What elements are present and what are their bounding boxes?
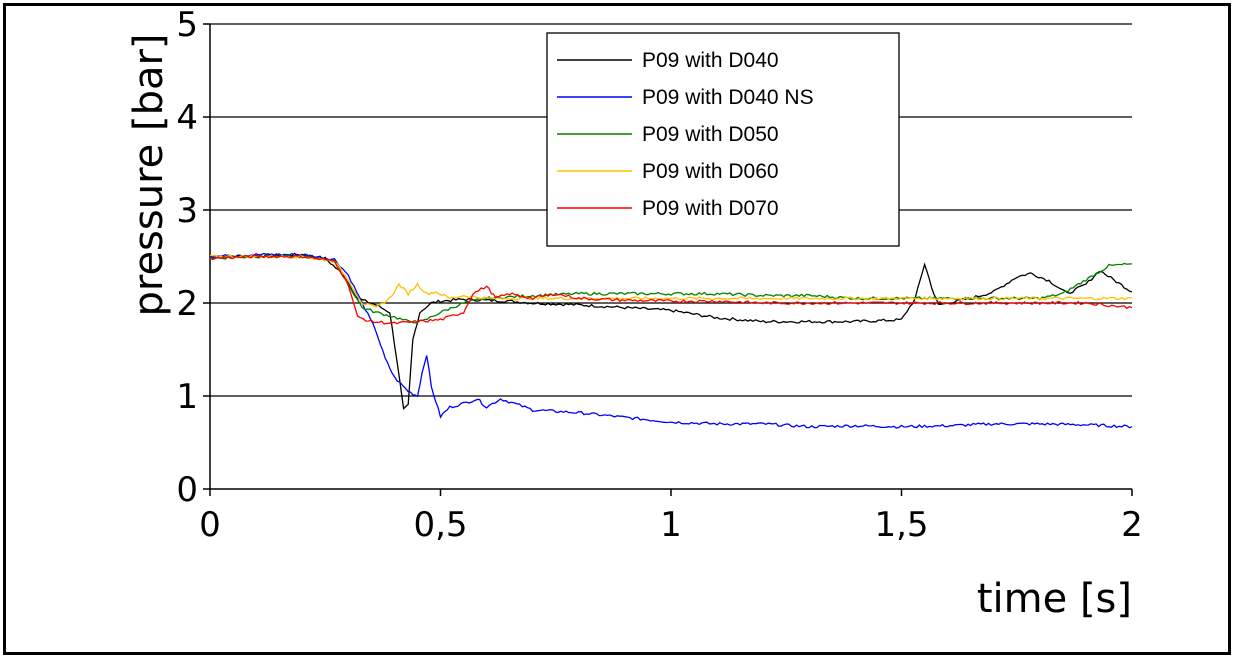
legend-box: [546, 32, 900, 247]
legend-label-1: P09 with D040 NS: [642, 86, 814, 109]
grid-lines: [210, 23, 1132, 397]
x-tick-label-0: 0: [199, 505, 221, 545]
x-tick-label-1: 0,5: [413, 505, 467, 545]
x-axis-label: time [s]: [977, 576, 1132, 622]
x-tick-label-4: 2: [1121, 505, 1143, 545]
legend-label-0: P09 with D040: [642, 49, 779, 72]
series-line-3: [209, 254, 1133, 308]
series-line-4: [209, 254, 1133, 325]
y-tick-label-5: 5: [176, 5, 198, 45]
legend-label-4: P09 with D070: [642, 197, 779, 220]
series-line-2: [209, 254, 1133, 324]
series-lines: [209, 252, 1133, 429]
y-tick-label-2: 2: [176, 284, 198, 324]
x-tick-label-3: 1,5: [874, 505, 928, 545]
y-tick-label-1: 1: [176, 377, 198, 417]
y-tick-label-3: 3: [176, 191, 198, 231]
legend-label-3: P09 with D060: [642, 160, 779, 183]
y-axis-label: pressure [bar]: [126, 33, 172, 316]
tick-labels: 0 1 2 3 4 5 0 0,5 1 1,5 2: [176, 5, 1142, 545]
legend: P09 with D040 P09 with D040 NS P09 with D0…: [546, 32, 900, 247]
y-tick-label-0: 0: [176, 470, 198, 510]
axes: [203, 23, 1133, 496]
x-tick-label-2: 1: [660, 505, 682, 545]
legend-label-2: P09 with D050: [642, 123, 779, 146]
y-tick-label-4: 4: [176, 98, 198, 138]
